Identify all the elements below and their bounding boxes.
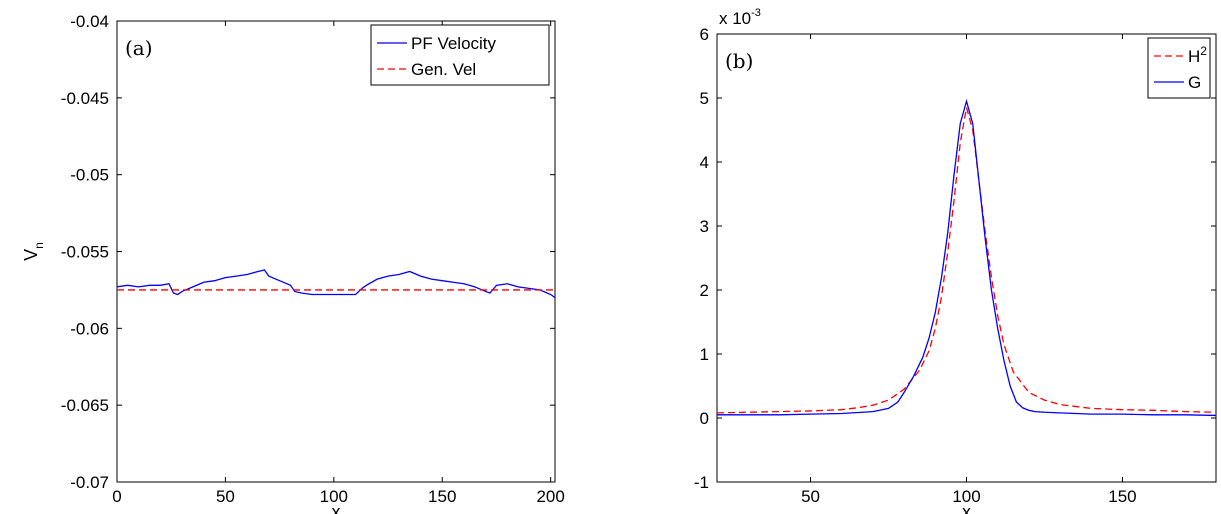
y-tick-label: 6 (700, 25, 709, 44)
legend-box (370, 24, 550, 86)
chart-panel-a: 0 50 100 150 200 -0.07 -0.065 -0.06 -0.055 -0.05 -… (21, 12, 565, 514)
x-tick-label: 150 (428, 487, 456, 506)
legend-entry: Gen. Vel (411, 60, 476, 79)
y-tick-label: -0.05 (70, 166, 109, 185)
x-tick-label: 100 (952, 487, 980, 506)
y-tick-label: -0.065 (61, 396, 109, 415)
y-tick-label: 3 (700, 217, 709, 236)
legend-entry: G (1188, 73, 1201, 92)
x-tick-label: 50 (801, 487, 820, 506)
y-tick-label: -0.045 (61, 89, 109, 108)
x-tick-label: 0 (112, 487, 121, 506)
series-line-h (717, 107, 1216, 414)
legend: PF Velocity Gen. Vel (370, 24, 550, 86)
x-tick-label: 200 (536, 487, 564, 506)
y-tick-label: 1 (700, 345, 709, 364)
y-tick-label: 4 (700, 153, 709, 172)
y-tick-label: 0 (700, 409, 709, 428)
legend-entry: PF Velocity (411, 34, 497, 53)
series-line-pf-velocity (117, 269, 555, 299)
series-line-g (717, 98, 1216, 417)
y-tick-label: -0.04 (70, 12, 109, 31)
y-tick-label: 5 (700, 89, 709, 108)
chart-panel-b: 50 100 150 -1 0 1 2 3 4 5 6 x x 10-3 (b) H2 G (694, 7, 1217, 514)
panel-label: (a) (125, 36, 153, 60)
y-tick-label: -0.055 (61, 243, 109, 262)
y-tick-label: 2 (700, 281, 709, 300)
y-tick-label: -0.06 (70, 319, 109, 338)
legend-box (1147, 37, 1211, 99)
y-tick-label: -1 (694, 473, 709, 492)
y-tick-label: -0.07 (70, 473, 109, 492)
y-axis-title: Vn (21, 242, 46, 261)
plot-area-frame (116, 20, 556, 483)
x-tick-label: 100 (320, 487, 348, 506)
x-tick-label: 50 (216, 487, 235, 506)
y-axis-exponent: x 10-3 (719, 7, 761, 28)
x-axis-title: x (332, 502, 341, 514)
x-tick-label: 150 (1108, 487, 1136, 506)
legend: H2 G (1147, 37, 1211, 99)
panel-label: (b) (725, 49, 753, 73)
x-axis-title: x (962, 502, 971, 514)
legend-entry: H2 (1188, 44, 1207, 66)
